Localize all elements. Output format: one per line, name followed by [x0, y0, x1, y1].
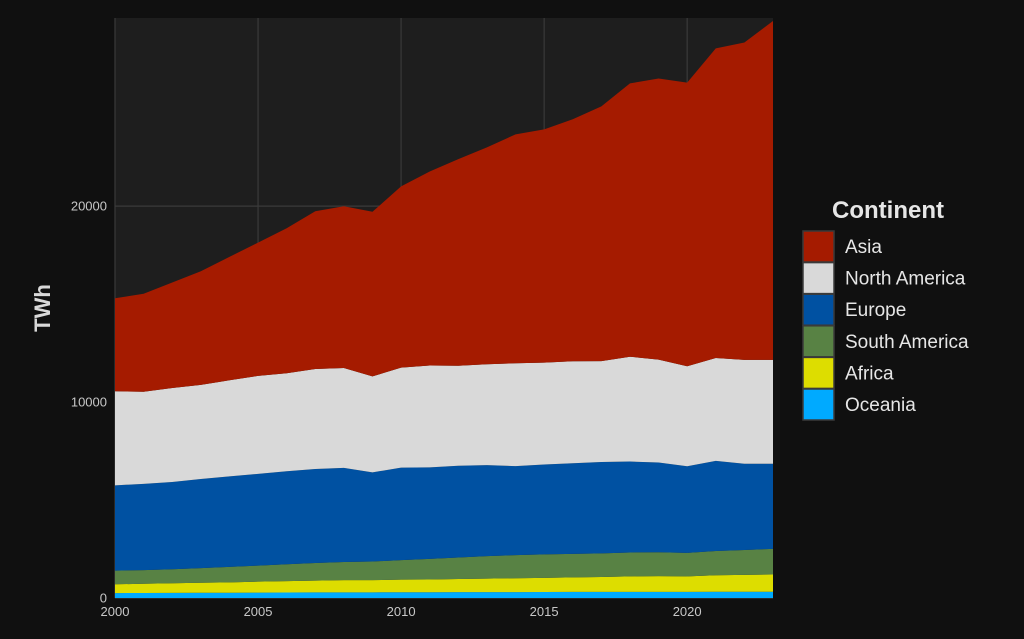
legend-label-oceania: Oceania: [845, 395, 916, 416]
area-africa: [115, 574, 773, 594]
legend-key-north-america: [802, 261, 835, 295]
legend-key-europe: [802, 293, 835, 326]
x-tick-label: 2020: [673, 604, 702, 619]
legend-label-europe: Europe: [845, 300, 906, 321]
legend-key-asia: [802, 230, 835, 263]
y-axis-title: TWh: [30, 284, 55, 332]
legend: Continent Asia North America Europe South A…: [802, 197, 969, 421]
legend-label-africa: Africa: [845, 363, 894, 384]
area-south-america: [115, 548, 773, 585]
legend-items: Asia North America Europe South America Afri…: [802, 230, 969, 421]
legend-label-south-america: South America: [845, 332, 969, 353]
x-tick-label: 2000: [101, 604, 130, 619]
legend-key-oceania: [802, 388, 835, 421]
area-europe: [115, 460, 773, 571]
legend-key-south-america: [802, 325, 835, 358]
legend-label-asia: Asia: [845, 237, 882, 258]
legend-title: Continent: [832, 197, 944, 224]
y-tick-label: 20000: [71, 199, 107, 214]
y-axis-ticks: 0 10000 20000: [71, 199, 107, 606]
area-north-america: [115, 356, 773, 486]
area-oceania: [115, 591, 773, 598]
y-tick-label: 0: [100, 591, 107, 606]
x-tick-label: 2015: [530, 604, 559, 619]
x-tick-label: 2005: [244, 604, 273, 619]
area-series: [115, 20, 773, 598]
legend-key-africa: [802, 356, 835, 390]
y-tick-label: 10000: [71, 395, 107, 410]
x-tick-label: 2010: [387, 604, 416, 619]
area-asia: [115, 20, 773, 392]
x-axis-ticks: 2000 2005 2010 2015 2020: [101, 604, 702, 619]
legend-label-north-america: North America: [845, 269, 966, 290]
